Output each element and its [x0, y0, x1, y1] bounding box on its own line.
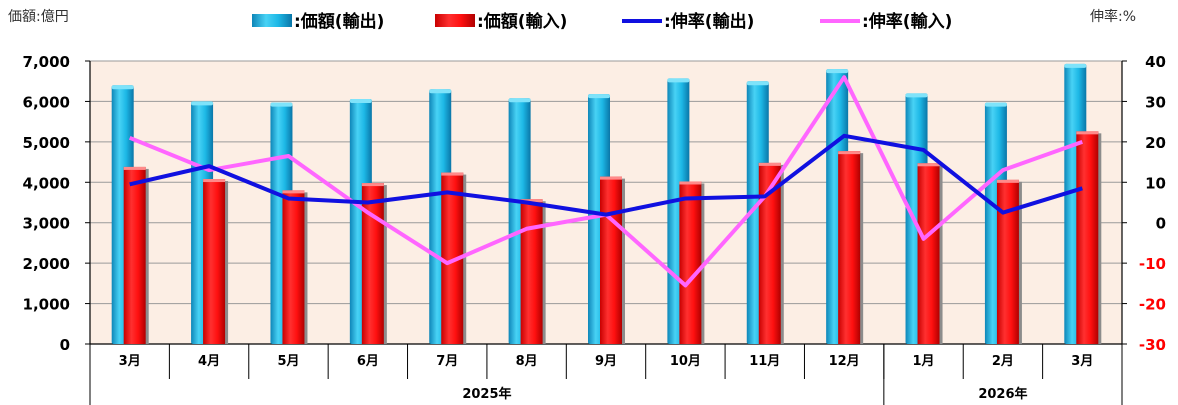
bar-export-cap [112, 85, 134, 89]
category-label: 4月 [198, 354, 220, 369]
bar-import [282, 190, 304, 344]
right-unit-label: 伸率:% [1090, 8, 1136, 25]
legend-label: :伸率(輸出) [664, 11, 754, 32]
left-axis-tick-label: 7,000 [23, 53, 70, 71]
left-axis-tick-label: 4,000 [23, 174, 70, 192]
category-label: 2月 [992, 354, 1014, 369]
category-label: 7月 [436, 354, 458, 369]
category-label: 5月 [277, 354, 299, 369]
category-label: 3月 [1071, 354, 1093, 369]
right-axis-tick-label: 0 [1156, 215, 1166, 233]
category-label: 1月 [913, 354, 935, 369]
category-label: 6月 [357, 354, 379, 369]
left-axis-tick-label: 2,000 [23, 255, 70, 273]
bar-import-cap [679, 181, 701, 184]
right-axis-tick-label: -30 [1139, 336, 1166, 354]
right-axis-tick-label: 20 [1145, 134, 1166, 152]
left-unit-label: 価額:億円 [8, 9, 69, 25]
bar-import [918, 163, 940, 344]
bar-export-cap [985, 103, 1007, 107]
bar-import [1076, 131, 1098, 344]
bar-import-cap [362, 183, 384, 186]
legend-swatch-bar [252, 14, 292, 27]
legend-label: :価額(輸出) [294, 11, 384, 32]
right-axis-tick-label: 30 [1145, 93, 1166, 111]
category-label: 10月 [670, 354, 701, 369]
bar-export-cap [429, 89, 451, 93]
category-label: 9月 [595, 354, 617, 369]
bar-import-cap [997, 180, 1019, 183]
category-label: 11月 [749, 354, 780, 369]
legend-label: :価額(輸入) [477, 11, 567, 32]
bar-export-cap [509, 98, 531, 102]
bar-import-cap [203, 179, 225, 182]
bar-import [362, 183, 384, 344]
bar-import [600, 177, 622, 344]
bar-import-cap [124, 167, 146, 170]
bar-import [679, 181, 701, 344]
bar-export-cap [1064, 64, 1086, 68]
bar-import [203, 179, 225, 344]
bar-import-cap [282, 190, 304, 193]
category-label: 3月 [119, 354, 141, 369]
bar-import [838, 151, 860, 344]
left-axis-tick-label: 6,000 [23, 93, 70, 111]
right-axis-tick-label: -20 [1139, 296, 1166, 314]
bar-import-cap [441, 173, 463, 176]
bar-import [124, 167, 146, 344]
bar-import [997, 180, 1019, 344]
category-label: 12月 [829, 354, 860, 369]
bar-export-cap [667, 78, 689, 82]
right-axis-tick-label: -10 [1139, 255, 1166, 273]
legend-swatch-bar [435, 14, 475, 27]
category-label: 8月 [516, 354, 538, 369]
bar-import-cap [600, 177, 622, 180]
right-axis-tick-label: 40 [1145, 53, 1166, 71]
bar-export-cap [906, 93, 928, 97]
bar-export-cap [270, 103, 292, 107]
right-axis-tick-label: 10 [1145, 174, 1166, 192]
year-group-label: 2025年 [462, 386, 511, 402]
left-axis-tick-label: 3,000 [23, 215, 70, 233]
bar-import [521, 199, 543, 344]
bar-export-cap [826, 69, 848, 73]
left-axis-tick-label: 1,000 [23, 296, 70, 314]
bar-export-cap [588, 94, 610, 98]
left-axis-tick-label: 0 [60, 336, 70, 354]
bar-import-cap [1076, 131, 1098, 134]
bar-export-cap [747, 81, 769, 85]
bar-import-cap [838, 151, 860, 154]
bar-export-cap [350, 99, 372, 103]
bar-import-cap [918, 163, 940, 166]
legend-label: :伸率(輸入) [862, 11, 952, 32]
left-axis-tick-label: 5,000 [23, 134, 70, 152]
bar-import-cap [759, 163, 781, 166]
year-group-label: 2026年 [978, 386, 1027, 402]
bar-export-cap [191, 101, 213, 105]
